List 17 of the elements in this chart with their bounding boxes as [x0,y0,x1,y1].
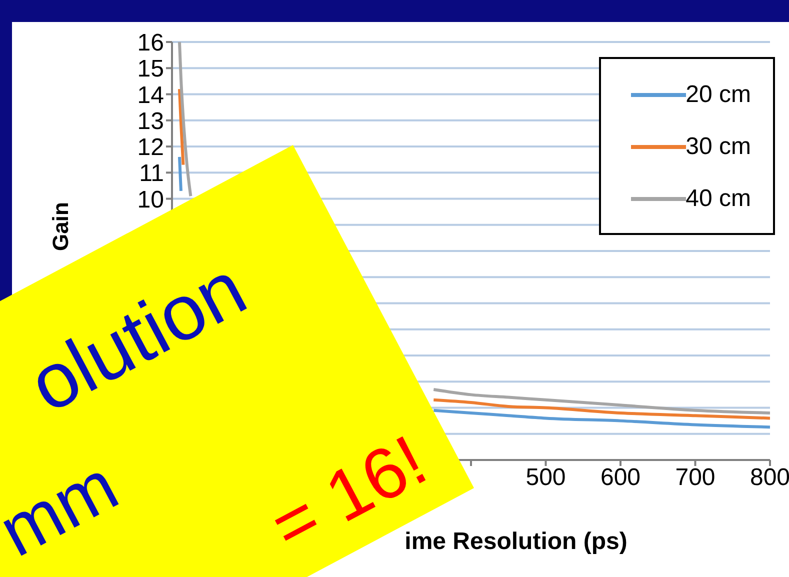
x-axis-title: ime Resolution (ps) [404,528,628,556]
y-tick-label: 16 [137,30,164,57]
legend-label: 20 cm [686,81,751,109]
x-tick-label: 800 [750,464,789,492]
x-tick-label: 700 [675,464,716,492]
x-tick-label: 600 [600,464,641,492]
y-tick-label: 11 [139,160,164,188]
y-tick-label: 13 [137,108,164,135]
y-tick-label: 12 [137,134,164,162]
y-axis-title: Gain [48,202,73,251]
y-tick-label: 15 [137,56,164,83]
legend-label: 40 cm [686,185,751,213]
text: mm [0,445,130,572]
y-tick-label: 10 [137,186,164,214]
x-tick-label: 500 [526,464,566,492]
y-tick-label: 14 [137,82,164,109]
legend-label: 30 cm [686,133,751,161]
